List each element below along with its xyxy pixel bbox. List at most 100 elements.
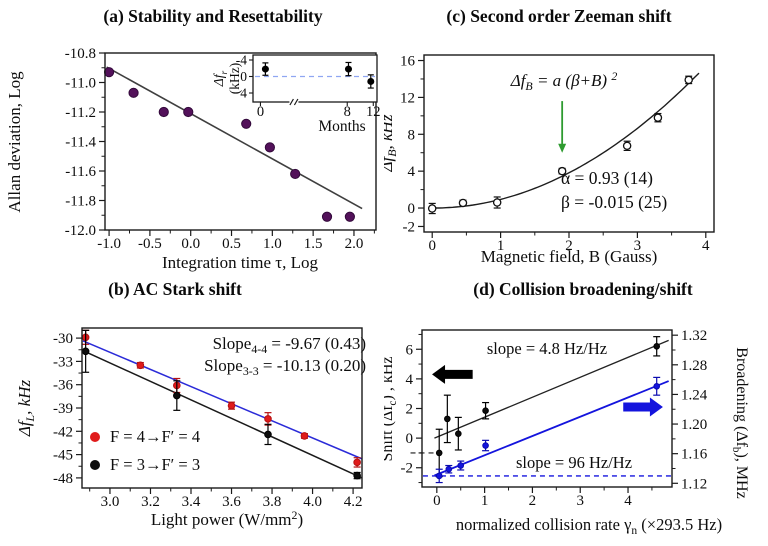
quadratic-fit-curve — [428, 72, 700, 209]
x-tick-label: 2 — [565, 238, 573, 254]
x-tick-label: -0.5 — [138, 236, 162, 252]
data-point — [653, 342, 661, 350]
panel-d-graphics: slope = 4.8 Hz/Hz slope = 96 Hz/Hz 0 1 2 3 4 -2… — [384, 328, 750, 537]
panel-c-xlabel: Magnetic field, B (Gauss) — [481, 247, 658, 266]
data-point — [445, 465, 453, 473]
y-tick-label: 8 — [408, 127, 416, 143]
right-tick-label: 1.32 — [681, 328, 707, 344]
y-tick-label: 16 — [400, 54, 416, 70]
panel-a-xlabel: Integration time τ, Log — [162, 253, 319, 272]
data-point — [653, 382, 661, 390]
x-tick-label: 1.5 — [304, 236, 323, 252]
panel-a: (a) Stability and Resettability -1.0 -0.5… — [0, 0, 384, 273]
x-tick-label: 1 — [481, 493, 489, 509]
data-point — [264, 415, 272, 423]
x-tick-label: 0 — [433, 493, 441, 509]
x-tick-label: -1.0 — [97, 236, 121, 252]
y-tick-label: -30 — [53, 331, 73, 347]
panel-a-plot: -1.0 -0.5 0.0 0.5 1.0 1.5 2.0 -10.8 -11.0 -11.2 -1… — [5, 46, 381, 272]
data-point — [444, 415, 451, 423]
panel-d-xlabel: normalized collision rate γn (×293.5 Hz) — [456, 515, 722, 537]
data-point — [300, 432, 309, 440]
x-tick-label: 1 — [497, 238, 505, 254]
data-point — [653, 113, 663, 122]
y-tick-label: 6 — [406, 342, 414, 358]
x-tick-label: 0 — [428, 238, 436, 254]
x-tick-label: 4 — [702, 238, 710, 254]
legend-label: F = 3→F′ = 3 — [110, 455, 200, 474]
panel-b: (b) AC Stark shift Slope4-4 = -9.67 (0.4… — [0, 273, 384, 546]
inset-x-tick-label: 12 — [366, 104, 381, 120]
y-tick-label: -48 — [53, 471, 73, 487]
y-tick-label: -10.8 — [65, 46, 96, 62]
legend-label: F = 4→F′ = 4 — [110, 427, 200, 446]
panel-b-xlabel: Light power (W/mm2) — [151, 508, 303, 529]
panel-c-annotation-0: α = 0.93 (14) — [561, 168, 653, 188]
panel-b-legend: F = 4→F′ = 4 F = 3→F′ = 3 — [90, 427, 200, 474]
data-point — [128, 87, 139, 98]
linear-fit-line — [106, 66, 363, 210]
panel-d-title: (d) Collision broadening/shift — [473, 279, 693, 299]
panel-b-title: (b) AC Stark shift — [108, 279, 242, 299]
y-tick-label: 0 — [408, 201, 416, 217]
data-point — [264, 430, 272, 439]
legend-marker — [90, 432, 100, 442]
data-point — [353, 458, 361, 467]
panel-d-ylabel: Shift (Δfc) , kHz — [384, 356, 399, 461]
y-tick-label: 12 — [400, 90, 415, 106]
x-tick-label: 4.2 — [344, 494, 363, 510]
y-tick-label: -11.8 — [65, 194, 96, 210]
x-tick-label: 1.0 — [263, 236, 282, 252]
x-tick-label: 2 — [529, 493, 537, 509]
panel-a-frame — [104, 52, 377, 231]
right-tick-label: 1.24 — [681, 387, 708, 403]
left-arrow-icon — [432, 364, 473, 384]
data-point — [435, 472, 443, 480]
x-tick-label: 3 — [634, 238, 642, 254]
y-tick-label: -12.0 — [65, 223, 96, 239]
series-broadening-points — [435, 376, 661, 484]
data-point — [173, 391, 181, 400]
inset-y-tick-label: 4 — [240, 86, 247, 101]
panel-b-graphics: Slope4-4 = -9.67 (0.43)Slope3-3 = -10.13… — [15, 327, 366, 529]
panel-b-annotation-0: Slope4-4 = -9.67 (0.43) — [213, 334, 366, 356]
inset-y-tick-label: 0 — [240, 69, 247, 84]
data-point — [103, 67, 115, 78]
data-point — [136, 361, 145, 370]
panel-b-ylabel: ΔfL, kHz — [15, 379, 37, 437]
panel-d: (d) Collision broadening/shift slope = 4… — [384, 273, 768, 546]
right-arrow-icon — [623, 397, 663, 417]
data-point — [290, 168, 301, 180]
data-point — [344, 65, 352, 73]
y-tick-label: 0 — [406, 431, 414, 447]
inset-ylabel: Δfr — [211, 71, 230, 88]
x-tick-label: 3.4 — [182, 494, 201, 510]
panel-d-plot: slope = 4.8 Hz/Hz slope = 96 Hz/Hz 0 1 2 3 4 -2… — [384, 328, 750, 537]
y-tick-label: -11.4 — [65, 135, 96, 151]
y-tick-label: 4 — [406, 372, 414, 388]
y-tick-label: -42 — [53, 424, 73, 440]
panel-c-graphics: ΔfB = a (β+B) 2 α = 0.93 (14) β = -0.015 (… — [384, 54, 715, 266]
panel-a-graphics: -1.0 -0.5 0.0 0.5 1.0 1.5 2.0 -10.8 -11.0 -11.2 -1… — [5, 46, 381, 272]
panel-b-plot: Slope4-4 = -9.67 (0.43)Slope3-3 = -10.13… — [15, 327, 366, 529]
x-tick-label: 4 — [624, 493, 632, 509]
inset-ylabel-units: (kHz) — [227, 63, 242, 94]
x-tick-label: 3.8 — [263, 494, 282, 510]
panel-c-formula: ΔfB = a (β+B) 2 — [510, 69, 618, 93]
data-point — [455, 430, 462, 437]
y-tick-label: -39 — [53, 401, 73, 417]
inset-x-tick-label: 8 — [344, 104, 351, 120]
series-F3-F3-points — [81, 329, 361, 480]
series-zeeman-points — [427, 75, 693, 215]
data-point — [158, 106, 169, 118]
panel-c-frame — [423, 54, 715, 233]
x-tick-label: 3.6 — [222, 494, 241, 510]
data-point — [482, 442, 489, 449]
x-tick-label: 3 — [576, 493, 584, 509]
x-tick-label: 3.2 — [141, 494, 160, 510]
data-point — [457, 462, 465, 469]
panel-d-annotation-0: slope = 4.8 Hz/Hz — [487, 339, 607, 358]
panel-c-plot: ΔfB = a (β+B) 2 α = 0.93 (14) β = -0.015 (… — [384, 54, 715, 266]
